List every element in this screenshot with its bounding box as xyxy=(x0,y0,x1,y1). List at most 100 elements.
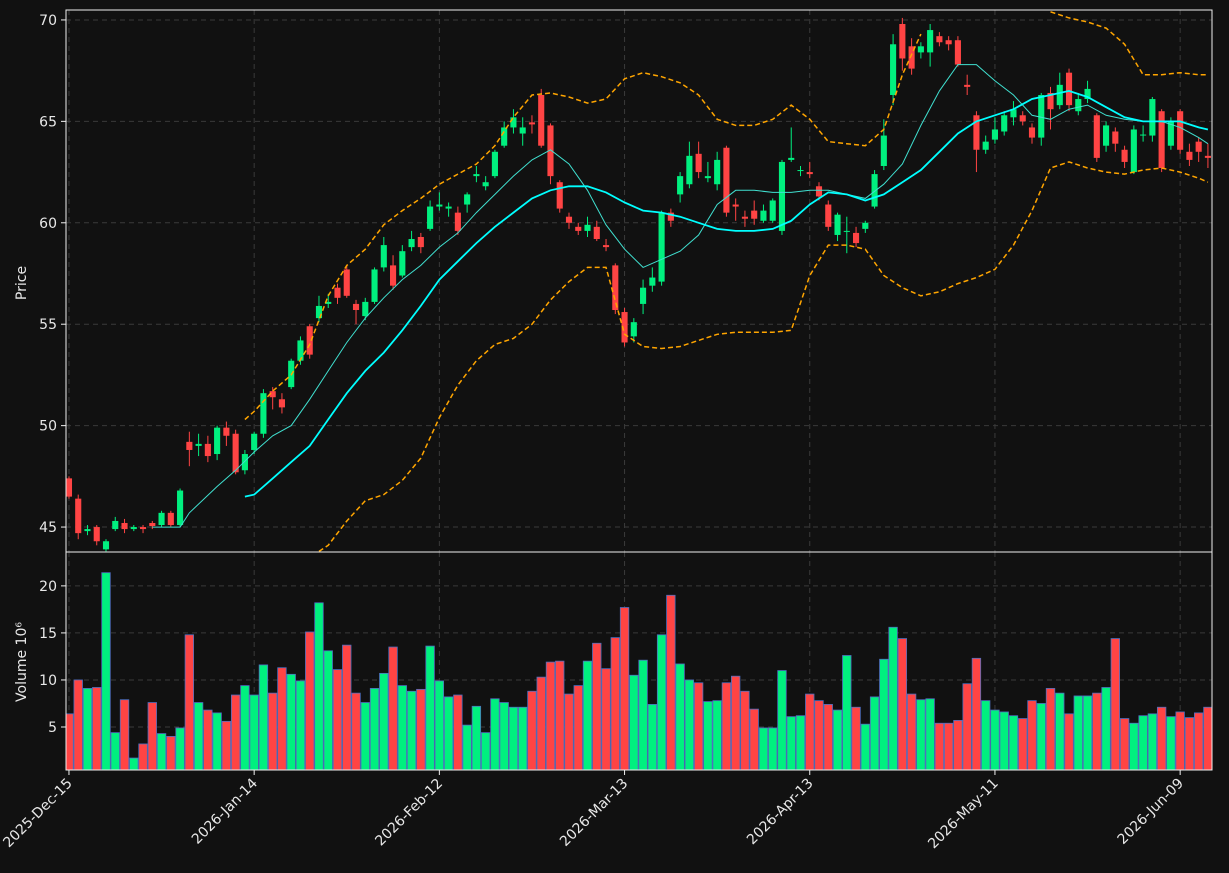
volume-bar xyxy=(323,650,333,770)
volume-bar xyxy=(110,732,120,770)
candle-body xyxy=(1167,121,1174,146)
volume-bar xyxy=(675,663,685,770)
volume-bar xyxy=(453,694,463,770)
y-tick-label: 55 xyxy=(39,317,57,333)
y-tick-label: 5 xyxy=(48,720,57,736)
volume-bar xyxy=(332,669,343,770)
volume-bar xyxy=(832,709,843,770)
candle-body xyxy=(528,122,536,125)
volume-bar xyxy=(1064,713,1074,770)
volume-bar xyxy=(379,672,389,770)
volume-bar xyxy=(712,700,722,770)
volume-bar xyxy=(314,602,324,770)
candle-body xyxy=(927,30,934,53)
volume-bar xyxy=(92,687,102,770)
volume-bar xyxy=(416,688,426,770)
volume-frame xyxy=(65,551,1213,771)
candle-body xyxy=(121,522,128,530)
candle-body xyxy=(139,527,147,530)
candle-body xyxy=(408,239,415,248)
volume-bar xyxy=(555,660,565,770)
candle-body xyxy=(204,443,211,457)
candle-body xyxy=(741,216,748,219)
candle-body xyxy=(297,340,304,361)
candle-body xyxy=(630,322,637,337)
candle-body xyxy=(93,527,100,542)
candle-body xyxy=(186,441,193,450)
volume-bar xyxy=(721,682,732,770)
volume-bar xyxy=(684,679,695,770)
candle-body xyxy=(362,301,369,317)
candle-body xyxy=(1158,111,1165,169)
y-tick-label: 10 xyxy=(39,673,57,689)
candle-body xyxy=(482,182,489,187)
volume-bar xyxy=(351,692,361,770)
candle-body xyxy=(1084,88,1091,100)
volume-bar xyxy=(999,711,1009,770)
volume-bar xyxy=(814,700,824,770)
candle-body xyxy=(565,216,573,223)
candle-body xyxy=(852,232,860,244)
candle-body xyxy=(788,157,795,160)
volume-bar xyxy=(545,661,556,770)
candle-body xyxy=(112,520,119,530)
candle-body xyxy=(815,186,823,197)
volume-bar xyxy=(601,668,611,770)
candle-body xyxy=(584,224,591,231)
volume-bar xyxy=(962,683,972,770)
candle-body xyxy=(334,287,341,298)
volume-bar xyxy=(1036,703,1046,770)
candle-body xyxy=(1140,134,1147,136)
volume-bar xyxy=(518,706,528,770)
volume-bar xyxy=(925,698,935,770)
volume-bar xyxy=(1203,706,1212,770)
candle-body xyxy=(269,391,276,398)
candle-body xyxy=(241,454,248,471)
candle-body xyxy=(1186,151,1193,160)
candle-body xyxy=(677,176,684,195)
candle-body xyxy=(417,236,424,248)
price-axis-label: Price xyxy=(14,266,30,300)
candle-body xyxy=(964,84,971,87)
candle-body xyxy=(834,214,841,235)
volume-bar xyxy=(1092,692,1102,770)
candle-body xyxy=(871,174,878,207)
candle-body xyxy=(862,222,869,229)
volume-bar xyxy=(499,702,509,770)
candle-body xyxy=(1204,155,1211,158)
candle-body xyxy=(751,210,758,219)
candle-body xyxy=(760,210,767,221)
candle-body xyxy=(510,117,517,128)
volume-bar xyxy=(1119,718,1130,770)
volume-bar xyxy=(258,664,269,770)
volume-bar xyxy=(897,638,908,770)
volume-bar xyxy=(1194,712,1204,770)
volume-bar xyxy=(480,732,491,770)
candle-body xyxy=(380,245,387,268)
candle-body xyxy=(491,151,498,177)
volume-bar xyxy=(693,682,704,770)
volume-bar xyxy=(536,676,546,770)
volume-bar xyxy=(1027,700,1037,770)
volume-bar xyxy=(203,709,213,770)
volume-bar xyxy=(656,634,667,770)
volume-bar xyxy=(184,634,195,770)
moving-average xyxy=(152,64,1209,528)
volume-bar xyxy=(758,727,769,770)
candle-body xyxy=(102,541,110,550)
candle-body xyxy=(352,303,360,311)
volume-bar xyxy=(147,702,157,770)
volume-bar xyxy=(230,694,241,770)
candle-body xyxy=(325,301,332,304)
volume-axis-label: Volume 10⁶ xyxy=(14,622,30,702)
candle-body xyxy=(1177,111,1184,150)
volume-bar xyxy=(101,572,111,770)
moving-average xyxy=(244,89,1209,498)
volume-bar xyxy=(138,743,148,770)
candle-body xyxy=(195,443,202,446)
band-line xyxy=(244,11,1208,421)
candle-body xyxy=(84,529,91,532)
candle-body xyxy=(1001,115,1008,132)
